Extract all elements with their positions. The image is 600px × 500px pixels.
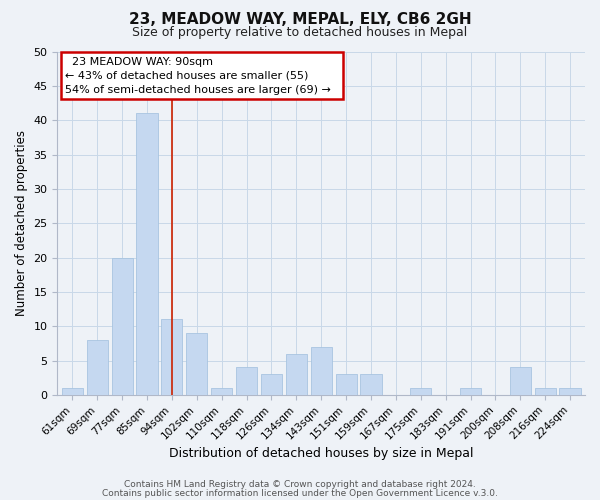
Bar [535,388,556,395]
Bar [186,333,208,395]
Bar [410,388,431,395]
Text: 23 MEADOW WAY: 90sqm
← 43% of detached houses are smaller (55)
54% of semi-detac: 23 MEADOW WAY: 90sqm ← 43% of detached h… [65,56,338,94]
Bar [62,388,83,395]
Bar [112,258,133,395]
Bar [510,368,531,395]
Bar [335,374,356,395]
Text: 23, MEADOW WAY, MEPAL, ELY, CB6 2GH: 23, MEADOW WAY, MEPAL, ELY, CB6 2GH [128,12,472,28]
Bar [161,320,182,395]
Bar [311,347,332,395]
Y-axis label: Number of detached properties: Number of detached properties [15,130,28,316]
Bar [460,388,481,395]
Bar [86,340,108,395]
Bar [559,388,581,395]
Bar [236,368,257,395]
Bar [261,374,282,395]
Bar [211,388,232,395]
Bar [361,374,382,395]
Text: Contains HM Land Registry data © Crown copyright and database right 2024.: Contains HM Land Registry data © Crown c… [124,480,476,489]
Bar [286,354,307,395]
X-axis label: Distribution of detached houses by size in Mepal: Distribution of detached houses by size … [169,447,473,460]
Text: Size of property relative to detached houses in Mepal: Size of property relative to detached ho… [133,26,467,39]
Text: Contains public sector information licensed under the Open Government Licence v.: Contains public sector information licen… [102,488,498,498]
Bar [136,114,158,395]
